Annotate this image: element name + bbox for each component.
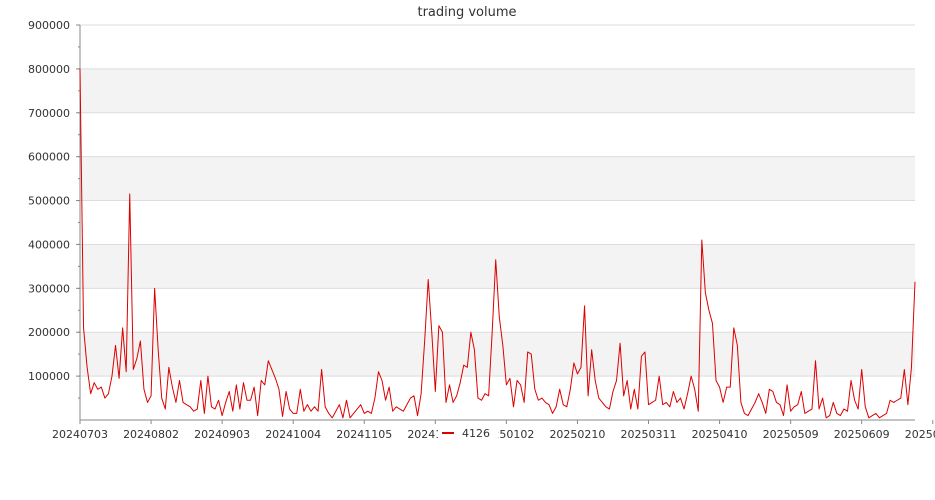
band-1 (80, 332, 915, 377)
x-tick-label: 20240703 (52, 428, 108, 441)
x-tick-label: 20250410 (692, 428, 748, 441)
y-tick-label: 200000 (28, 326, 70, 339)
x-tick-label: 20241105 (336, 428, 392, 441)
x-tick-label: 20240903 (194, 428, 250, 441)
series-line-4126 (79, 68, 916, 419)
x-tick-label: 20241004 (265, 428, 321, 441)
y-tick-label: 600000 (28, 151, 70, 164)
x-tick-label: 20250609 (834, 428, 890, 441)
x-axis: 20240703 20240802 20240903 20241004 20241105… (52, 419, 935, 441)
y-tick-label: 800000 (28, 63, 70, 76)
y-tick-label: 400000 (28, 238, 70, 251)
legend: 4126 (438, 424, 498, 440)
x-tick-label: 20240802 (123, 428, 179, 441)
x-tick-label: 20250311 (621, 428, 677, 441)
x-tick-label: 20250210 (549, 428, 605, 441)
y-tick-label: 900000 (28, 19, 70, 32)
band-7 (80, 68, 915, 113)
series-group (79, 68, 916, 419)
y-tick-label: 700000 (28, 107, 70, 120)
legend-bg (438, 424, 498, 440)
x-tick-label: 20250509 (763, 428, 819, 441)
background-bands (80, 68, 915, 377)
band-5 (80, 156, 915, 201)
y-axis: 100000 200000 300000 400000 500000 600000 7000… (28, 19, 81, 420)
legend-label: 4126 (462, 427, 490, 440)
y-tick-label: 300000 (28, 282, 70, 295)
x-tick-label: 20250710 (905, 428, 935, 441)
y-tick-label: 100000 (28, 370, 70, 383)
chart-title: trading volume (417, 5, 516, 20)
y-tick-label: 500000 (28, 195, 70, 208)
